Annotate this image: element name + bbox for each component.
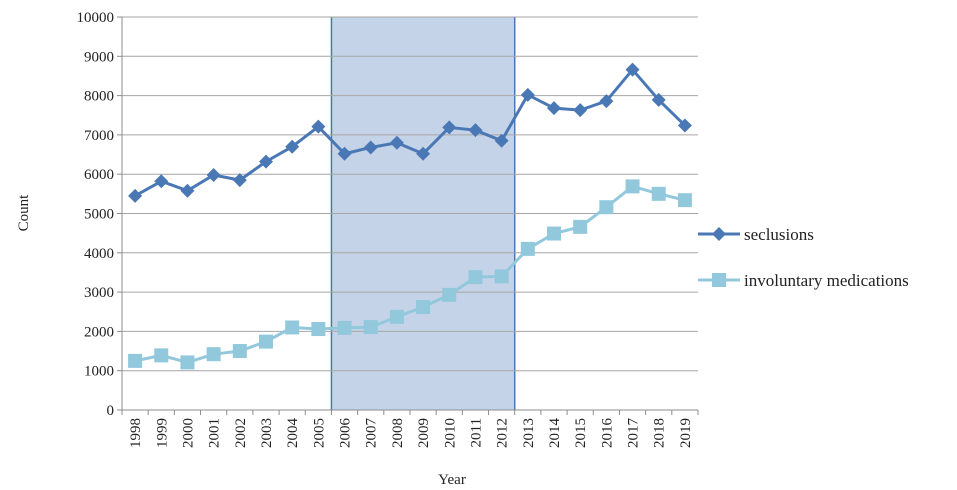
- data-point: [180, 355, 195, 370]
- x-tick-label: 2014: [547, 418, 563, 449]
- data-point: [154, 348, 169, 363]
- data-point: [677, 118, 692, 133]
- x-tick-label: 1998: [128, 418, 144, 448]
- y-tick-label: 10000: [77, 10, 115, 26]
- data-point: [494, 269, 509, 284]
- series-line: [134, 184, 686, 364]
- data-point: [389, 135, 404, 150]
- y-tick-label: 9000: [84, 49, 114, 65]
- gridlines: [117, 16, 698, 411]
- legend-item-0: seclusions: [698, 225, 814, 244]
- data-point: [494, 133, 509, 148]
- data-point: [389, 309, 404, 324]
- series: [128, 62, 692, 370]
- data-point: [651, 92, 666, 107]
- data-point: [206, 347, 221, 362]
- x-axis-title: Year: [438, 472, 466, 488]
- x-tick-label: 2012: [495, 418, 511, 448]
- y-tick-label: 5000: [84, 207, 114, 223]
- legend-item-1: involuntary medications: [698, 271, 909, 290]
- y-tick-label: 3000: [84, 285, 114, 301]
- x-tick-label: 2017: [626, 418, 642, 449]
- legend-label: involuntary medications: [744, 271, 909, 290]
- y-tick-label: 2000: [84, 324, 114, 340]
- x-tick-label: 2004: [285, 418, 301, 449]
- y-tick-label: 1000: [84, 364, 114, 380]
- data-point: [599, 94, 614, 109]
- x-tick-label: 2015: [573, 418, 589, 448]
- data-point: [442, 287, 457, 302]
- data-point: [285, 320, 300, 335]
- data-point: [232, 344, 247, 359]
- data-point: [468, 123, 483, 138]
- data-point: [154, 174, 169, 189]
- data-point: [259, 334, 273, 349]
- x-tick-label: 1999: [154, 418, 170, 448]
- x-tick-label: 2003: [259, 418, 275, 448]
- data-point: [128, 353, 143, 368]
- data-point: [416, 300, 431, 315]
- data-point: [206, 167, 221, 182]
- data-point: [337, 146, 352, 161]
- y-tick-label: 4000: [84, 246, 114, 262]
- data-point: [599, 200, 614, 215]
- data-point: [337, 320, 352, 335]
- x-tick-label: 2002: [233, 418, 249, 448]
- data-point: [180, 183, 195, 198]
- data-point: [232, 173, 247, 188]
- y-tick-labels: 0 1000 2000 3000 4000 5000 6000 7000 8000 9000 100…: [77, 10, 115, 419]
- data-point: [625, 179, 640, 194]
- series-0: [128, 62, 692, 203]
- x-tick-label: 2016: [599, 418, 615, 449]
- y-tick-label: 0: [107, 403, 115, 419]
- data-point: [573, 219, 588, 234]
- legend-marker: [712, 273, 726, 287]
- x-tick-label: 2010: [442, 418, 458, 448]
- legend-label: seclusions: [744, 225, 814, 244]
- data-point: [468, 270, 483, 285]
- legend: seclusions involuntary medications: [698, 225, 909, 290]
- axes: [121, 17, 699, 415]
- x-tick-label: 2005: [311, 418, 327, 448]
- data-point: [363, 320, 378, 335]
- y-tick-label: 6000: [84, 167, 114, 183]
- x-tick-label: 2000: [180, 418, 196, 448]
- data-point: [547, 226, 561, 241]
- data-point: [442, 120, 457, 135]
- legend-marker: [712, 227, 726, 241]
- x-tick-label: 2013: [521, 418, 537, 448]
- series-line: [134, 68, 686, 198]
- x-tick-label: 2018: [652, 418, 668, 448]
- data-point: [677, 193, 692, 208]
- data-point: [311, 119, 326, 134]
- y-tick-label: 8000: [84, 89, 114, 105]
- data-point: [285, 139, 300, 154]
- y-axis-title: Count: [16, 194, 32, 232]
- x-tick-label: 2006: [338, 418, 354, 449]
- data-point: [259, 154, 273, 169]
- data-point: [363, 140, 378, 155]
- data-point: [520, 87, 535, 102]
- data-point: [573, 103, 588, 118]
- data-point: [128, 188, 143, 203]
- x-tick-labels: 1998 1999 2000 2001 2002 2003 2004 2005 2006 2007…: [128, 418, 694, 449]
- x-tick-label: 2019: [678, 418, 694, 448]
- data-point: [416, 146, 431, 161]
- y-tick-label: 7000: [84, 128, 114, 144]
- data-point: [547, 101, 561, 116]
- x-tick-label: 2008: [390, 418, 406, 448]
- data-point: [625, 62, 640, 77]
- x-tick-label: 2009: [416, 418, 432, 448]
- data-point: [651, 186, 666, 201]
- series-1: [128, 179, 692, 370]
- x-tick-label: 2011: [468, 418, 484, 447]
- x-tick-label: 2001: [207, 418, 223, 448]
- x-tick-label: 2007: [364, 418, 380, 449]
- data-point: [520, 241, 535, 256]
- data-point: [311, 322, 326, 337]
